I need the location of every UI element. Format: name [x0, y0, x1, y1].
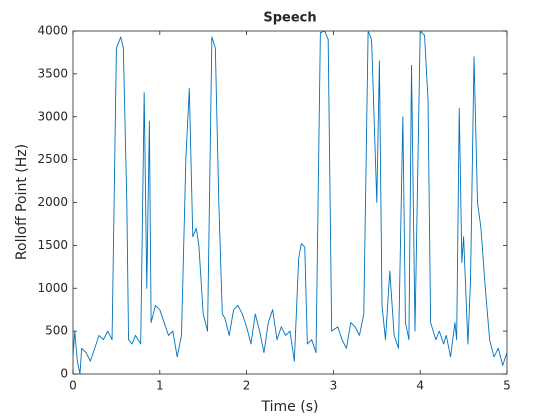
x-tick-label: 4 [416, 379, 424, 393]
chart-title: Speech [263, 11, 316, 26]
data-line [72, 30, 508, 375]
x-tick-label: 5 [503, 379, 511, 393]
x-tick-label: 0 [69, 379, 77, 393]
y-tick-label: 3500 [37, 66, 68, 80]
x-tick-label: 1 [156, 379, 164, 393]
y-tick-label: 2000 [37, 195, 68, 209]
x-tick-label: 2 [243, 379, 251, 393]
y-axis-label: Rolloff Point (Hz) [14, 144, 30, 260]
y-tick-label: 3000 [37, 109, 68, 123]
y-tick-label: 4000 [37, 24, 68, 38]
x-axis-label: Time (s) [261, 399, 319, 415]
x-tick-label: 3 [330, 379, 338, 393]
y-tick-label: 500 [45, 324, 68, 338]
y-tick-label: 2500 [37, 152, 68, 166]
y-tick-label: 1500 [37, 238, 68, 252]
y-tick-label: 1000 [37, 281, 68, 295]
y-tick-label: 0 [60, 367, 68, 381]
